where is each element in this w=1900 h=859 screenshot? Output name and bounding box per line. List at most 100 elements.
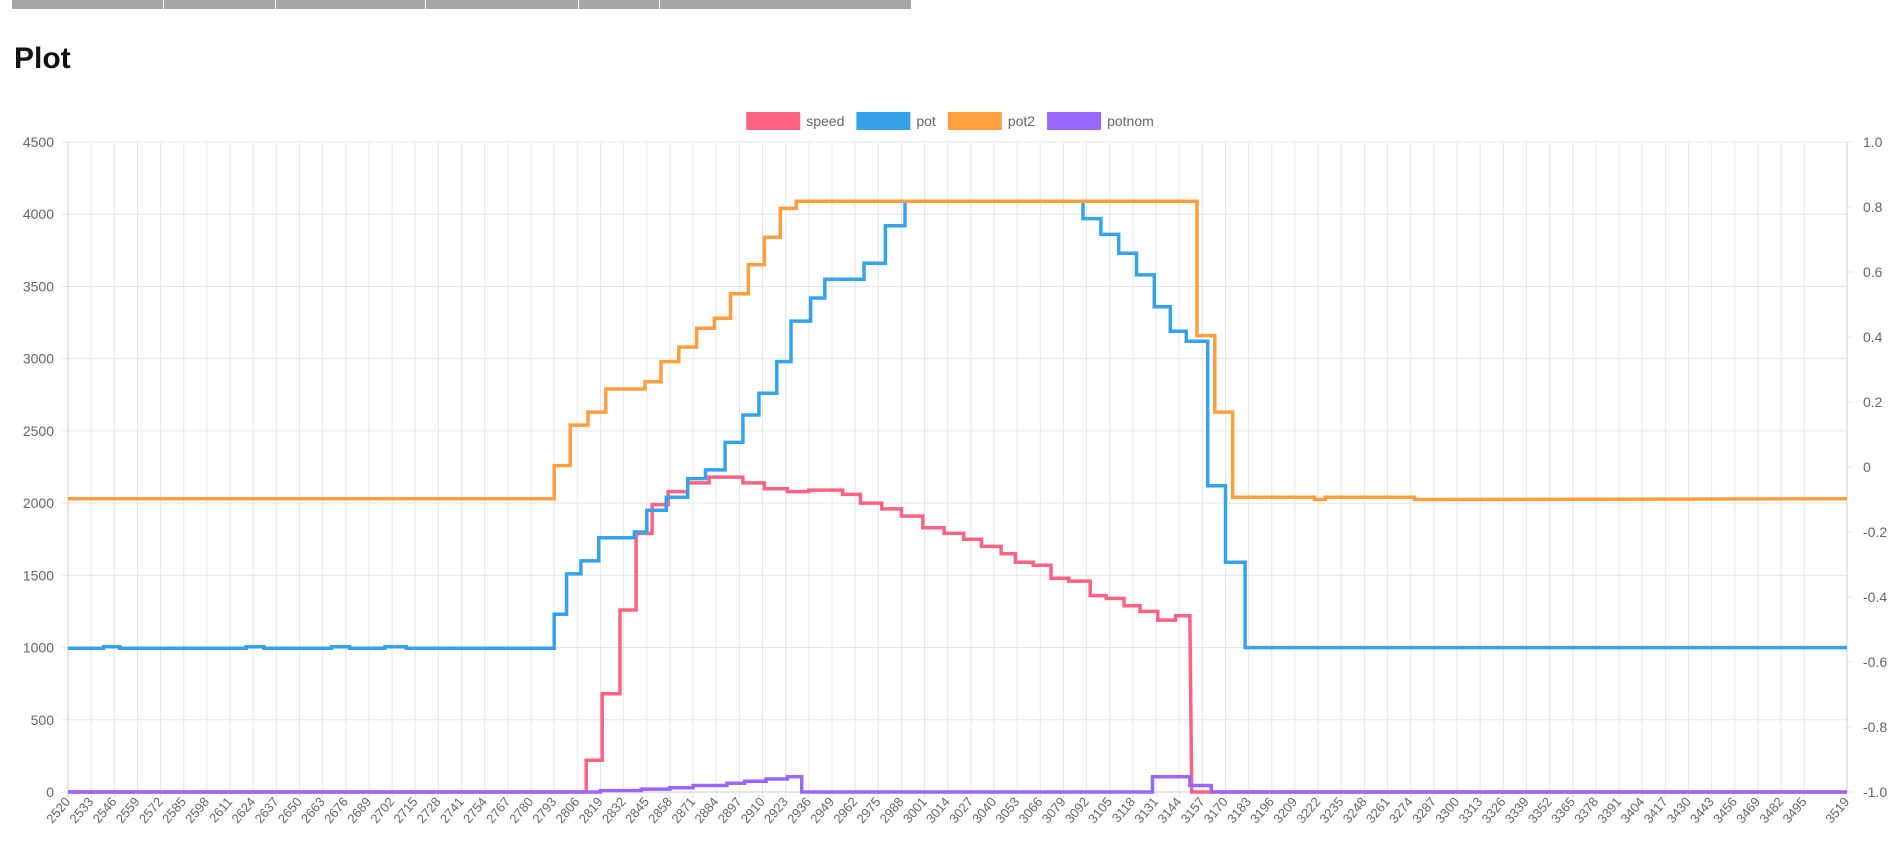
x-tick-label: 2832 [599, 794, 629, 826]
x-tick-label: 3001 [900, 794, 930, 826]
y-left-tick-label: 2000 [23, 495, 54, 511]
x-tick-label: 2754 [460, 794, 490, 826]
x-tick-label: 2780 [506, 794, 536, 826]
x-tick-label: 2676 [321, 794, 351, 826]
y-right-tick-label: -0.6 [1863, 654, 1887, 670]
legend-label-pot2: pot2 [1008, 113, 1035, 129]
y-left-tick-label: 2500 [23, 423, 54, 439]
x-tick-label: 3248 [1340, 794, 1370, 826]
series-line-speed [68, 475, 1847, 794]
y-left-tick-label: 4000 [23, 206, 54, 222]
top-tab-segment[interactable] [426, 0, 579, 9]
x-tick-label: 2715 [390, 794, 420, 826]
x-tick-label: 2689 [344, 794, 374, 826]
legend-swatch-speed [746, 112, 801, 130]
x-tick-label: 2949 [807, 794, 837, 826]
x-tick-label: 3326 [1479, 794, 1509, 826]
x-tick-label: 2637 [252, 794, 282, 826]
x-tick-label: 3519 [1822, 794, 1852, 826]
x-tick-label: 2871 [668, 794, 698, 826]
x-tick-label: 2741 [437, 794, 467, 826]
x-tick-label: 3339 [1502, 794, 1532, 826]
x-tick-label: 3170 [1201, 794, 1231, 826]
x-tick-label: 3183 [1224, 794, 1254, 826]
x-tick-label: 3014 [923, 794, 953, 826]
x-tick-label: 3222 [1293, 794, 1323, 826]
y-left-tick-label: 500 [31, 712, 55, 728]
legend-label-speed: speed [806, 113, 844, 129]
x-tick-label: 2975 [853, 794, 883, 826]
x-tick-label: 3118 [1109, 794, 1138, 825]
x-tick-label: 2663 [298, 794, 328, 826]
top-tab-segment[interactable] [579, 0, 660, 9]
x-tick-label: 2884 [691, 794, 721, 826]
x-tick-label: 3274 [1386, 794, 1416, 826]
y-right-tick-label: 0 [1863, 459, 1871, 475]
x-tick-label: 3443 [1687, 794, 1717, 826]
x-tick-label: 3131 [1131, 794, 1161, 826]
x-tick-label: 3456 [1710, 794, 1740, 826]
y-right-tick-label: -0.2 [1863, 524, 1887, 540]
x-tick-label: 2936 [784, 794, 814, 826]
x-tick-label: 3287 [1409, 794, 1439, 826]
x-tick-label: 3235 [1316, 794, 1346, 826]
x-tick-label: 2650 [275, 794, 305, 826]
x-tick-label: 3066 [1016, 794, 1046, 826]
y-left-tick-label: 4500 [23, 134, 54, 150]
legend-label-pot: pot [916, 113, 936, 129]
x-tick-label: 3352 [1525, 794, 1555, 826]
x-tick-label: 2962 [830, 794, 860, 826]
x-tick-label: 3157 [1178, 794, 1208, 826]
y-right-tick-label: 0.4 [1863, 329, 1883, 345]
top-tab-segment[interactable] [164, 0, 276, 9]
x-tick-label: 2585 [159, 794, 189, 826]
series-line-potnom [68, 775, 1847, 794]
x-tick-label: 2533 [66, 794, 96, 826]
y-left-tick-label: 0 [46, 784, 54, 800]
x-tick-label: 2858 [645, 794, 675, 826]
x-tick-label: 2923 [761, 794, 791, 826]
x-tick-label: 2819 [576, 794, 606, 826]
y-right-tick-label: -1.0 [1863, 784, 1887, 800]
x-tick-label: 2572 [136, 794, 166, 826]
legend-swatch-pot [856, 112, 911, 130]
x-tick-label: 3040 [969, 794, 999, 826]
x-tick-label: 3417 [1641, 794, 1671, 826]
y-left-tick-label: 3000 [23, 351, 54, 367]
x-tick-label: 3196 [1247, 794, 1277, 826]
y-right-tick-label: -0.8 [1863, 719, 1887, 735]
x-tick-label: 3027 [946, 794, 976, 826]
x-tick-label: 2897 [715, 794, 745, 826]
x-tick-label: 3404 [1617, 794, 1647, 826]
series-line-pot2 [68, 199, 1848, 502]
x-tick-label: 2728 [414, 794, 444, 826]
x-tick-label: 2598 [182, 794, 212, 826]
top-tab-segment[interactable] [660, 0, 912, 9]
x-tick-label: 2559 [113, 794, 143, 826]
top-tab-segment[interactable] [276, 0, 426, 9]
x-tick-label: 3378 [1571, 794, 1601, 826]
x-tick-label: 2702 [367, 794, 397, 826]
y-left-tick-label: 1500 [23, 567, 54, 583]
x-tick-label: 2988 [877, 794, 907, 826]
x-tick-label: 3209 [1270, 794, 1300, 826]
x-tick-label: 3105 [1085, 794, 1115, 826]
page-title: Plot [14, 42, 71, 75]
legend-swatch-potnom [1047, 112, 1102, 130]
x-tick-label: 2793 [529, 794, 559, 826]
y-right-tick-label: 0.8 [1863, 199, 1883, 215]
x-tick-label: 3144 [1154, 794, 1184, 826]
x-tick-label: 3079 [1039, 794, 1069, 826]
x-tick-label: 3495 [1779, 794, 1809, 826]
x-tick-label: 3261 [1363, 794, 1393, 826]
x-tick-label: 2845 [622, 794, 652, 826]
x-tick-label: 2767 [483, 794, 513, 826]
y-right-tick-label: -0.4 [1863, 589, 1887, 605]
x-tick-label: 2546 [90, 794, 120, 826]
top-tab-segment[interactable] [12, 0, 164, 9]
legend-swatch-pot2 [947, 112, 1002, 130]
x-tick-label: 2910 [738, 794, 768, 826]
x-tick-label: 2611 [206, 794, 235, 825]
y-right-tick-label: 1.0 [1863, 134, 1883, 150]
